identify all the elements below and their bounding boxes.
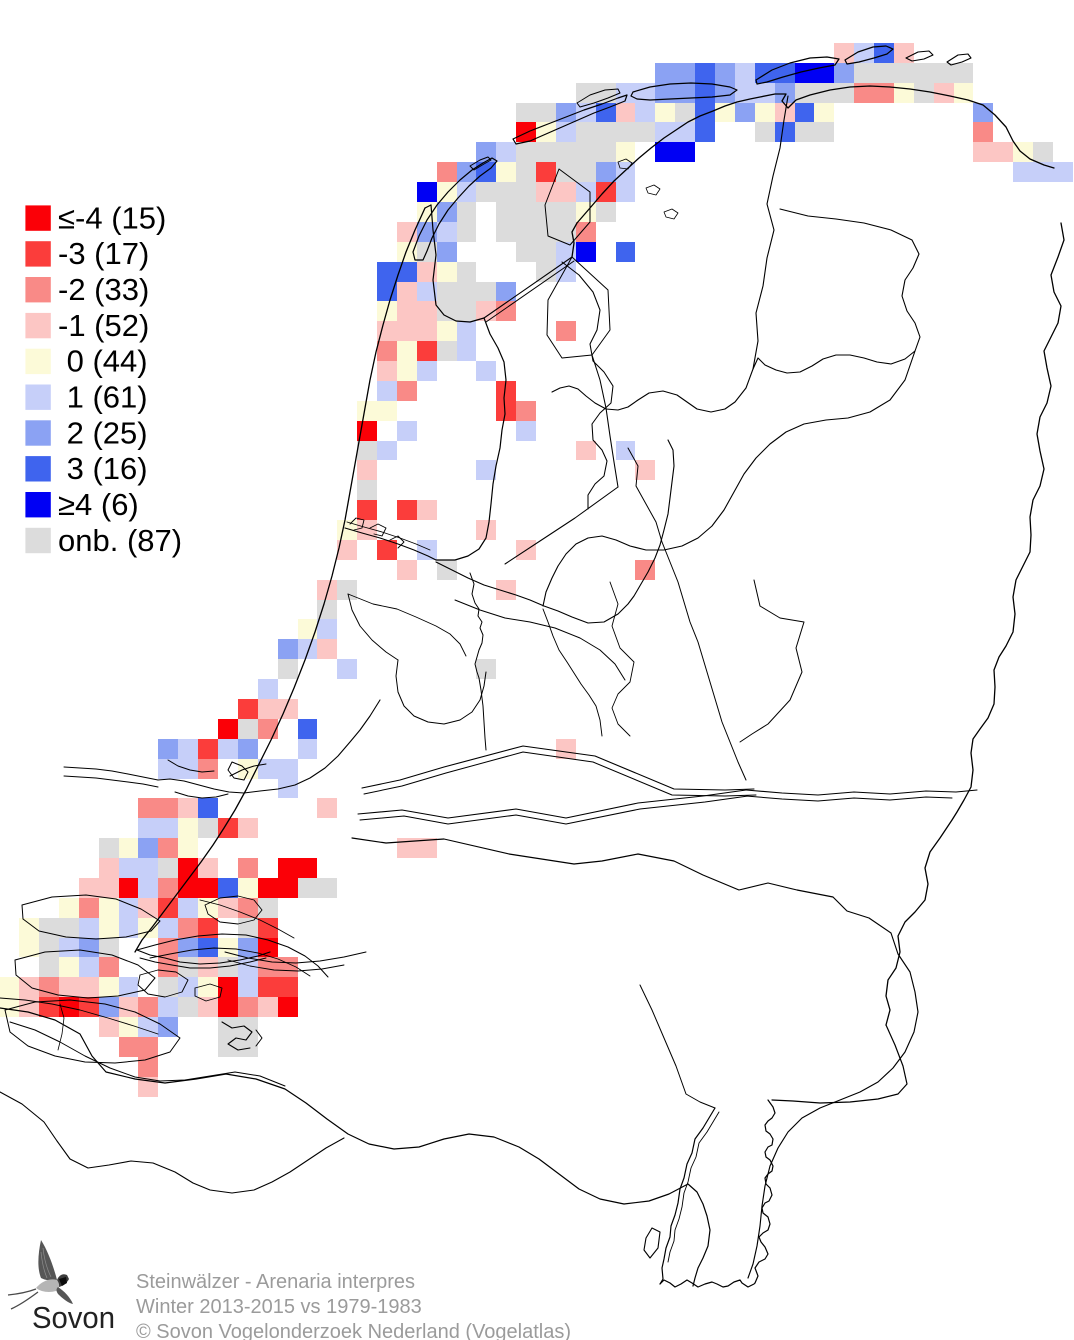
svg-text:-3 (17): -3 (17) [58, 236, 149, 271]
svg-text:2 (25): 2 (25) [58, 415, 148, 450]
svg-text:Sovon: Sovon [32, 1300, 115, 1335]
svg-text:Winter 2013-2015 vs 1979-1983: Winter 2013-2015 vs 1979-1983 [136, 1296, 422, 1318]
svg-text:-2 (33): -2 (33) [58, 272, 149, 307]
svg-text:onb. (87): onb. (87) [58, 523, 182, 558]
svg-text:0 (44): 0 (44) [58, 344, 148, 379]
svg-text:≥4 (6): ≥4 (6) [58, 487, 139, 522]
svg-text:Steinwälzer - Arenaria interpr: Steinwälzer - Arenaria interpres [136, 1271, 415, 1293]
svg-text:-1 (52): -1 (52) [58, 308, 149, 343]
svg-text:1 (61): 1 (61) [58, 380, 148, 415]
svg-text:3 (16): 3 (16) [58, 451, 148, 486]
svg-text:≤-4 (15): ≤-4 (15) [58, 200, 166, 235]
svg-text:© Sovon Vogelonderzoek Nederla: © Sovon Vogelonderzoek Nederland (Vogela… [136, 1321, 571, 1340]
